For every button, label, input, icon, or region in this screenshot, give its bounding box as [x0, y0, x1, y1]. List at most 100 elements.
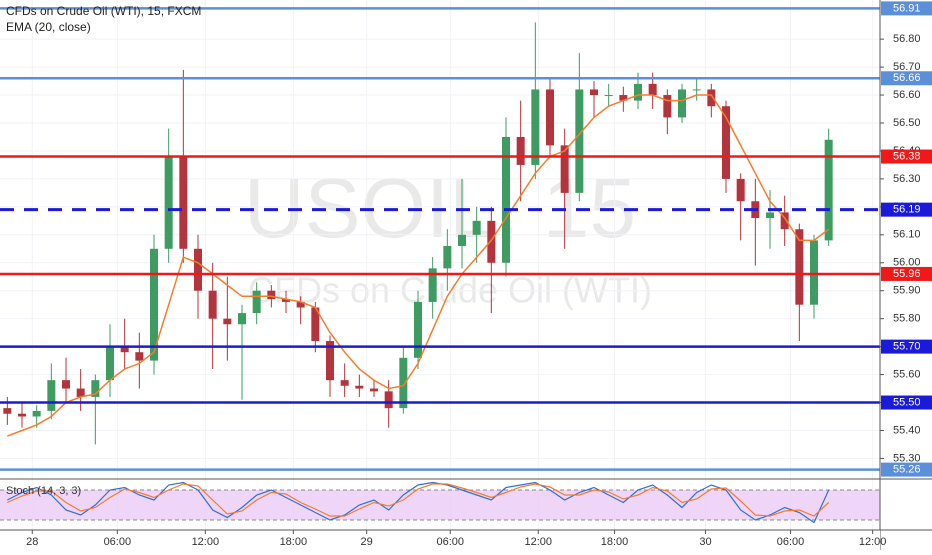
- candle-body: [3, 408, 12, 414]
- candle-body: [370, 388, 378, 392]
- candle-body: [106, 346, 114, 381]
- indicator-label: EMA (20, close): [6, 20, 91, 34]
- y-tick-label: 56.70: [893, 61, 921, 73]
- y-tick-label: 56.80: [893, 33, 921, 45]
- level-label: 56.66: [893, 72, 921, 84]
- candle-body: [604, 95, 613, 97]
- y-tick-label: 56.10: [893, 229, 921, 241]
- x-tick-label: 29: [361, 536, 373, 548]
- candle-body: [810, 240, 818, 305]
- level-label-box: [881, 202, 932, 217]
- candle-body: [282, 299, 290, 302]
- x-tick-label: 06:00: [437, 536, 465, 548]
- level-label: 55.96: [893, 268, 921, 280]
- level-label: 56.91: [893, 2, 921, 14]
- candle-body: [443, 245, 452, 269]
- candle-body: [707, 89, 716, 107]
- candle-body: [722, 106, 730, 179]
- candle-body: [311, 307, 320, 342]
- candle-body: [487, 220, 496, 263]
- y-tick-label: 55.60: [893, 368, 921, 380]
- x-tick-label: 12:00: [525, 536, 553, 548]
- candle-body: [692, 89, 701, 91]
- candle-body: [18, 413, 26, 417]
- candle-body: [135, 352, 144, 361]
- candle-body: [516, 136, 525, 165]
- candle-body: [663, 95, 672, 118]
- candle-body: [399, 357, 408, 409]
- candle-body: [590, 89, 598, 96]
- y-tick-label: 55.80: [893, 313, 921, 325]
- candle-body: [795, 229, 804, 305]
- level-label-box: [881, 339, 932, 354]
- level-label: 55.26: [893, 464, 921, 476]
- ema-line: [7, 94, 830, 437]
- level-label: 55.50: [893, 396, 921, 408]
- x-tick-label: 30: [699, 536, 711, 548]
- y-tick-label: 56.30: [893, 173, 921, 185]
- candle-body: [824, 139, 833, 241]
- y-tick-label: 56.50: [893, 117, 921, 129]
- candle-body: [32, 410, 41, 417]
- candle-body: [62, 380, 70, 389]
- candle-body: [355, 385, 364, 389]
- candle-body: [428, 268, 437, 302]
- candle-body: [575, 89, 584, 193]
- x-tick-label: 06:00: [777, 536, 805, 548]
- candle-body: [648, 83, 657, 96]
- candle-body: [531, 89, 540, 165]
- level-label: 55.70: [893, 341, 921, 353]
- y-tick-label: 56.00: [893, 257, 921, 269]
- candle-body: [120, 346, 129, 353]
- candle-body: [267, 290, 276, 300]
- candle-body: [238, 313, 246, 325]
- candle-body: [150, 248, 158, 361]
- candle-body: [47, 380, 56, 411]
- x-tick-label: 12:00: [859, 536, 887, 548]
- candle-body: [326, 341, 334, 381]
- x-tick-label: 12:00: [192, 536, 220, 548]
- candle-body: [546, 89, 554, 146]
- candle-body: [340, 380, 349, 386]
- candle-body: [472, 220, 481, 235]
- level-label-box: [881, 1, 932, 16]
- stoch-line: [7, 483, 830, 517]
- candle-body: [164, 156, 173, 249]
- level-label-box: [881, 266, 932, 281]
- candle-body: [780, 212, 789, 230]
- y-tick-label: 55.40: [893, 424, 921, 436]
- x-tick-label: 28: [26, 536, 38, 548]
- level-label-box: [881, 395, 932, 410]
- x-tick-label: 18:00: [601, 536, 629, 548]
- candle-body: [384, 391, 393, 409]
- candle-body: [179, 156, 188, 249]
- watermark-group: USOIL, 15 CFDs on Crude Oil (WTI): [244, 161, 652, 310]
- candle-body: [560, 145, 569, 193]
- stoch-line: [7, 481, 830, 524]
- candle-body: [252, 290, 261, 314]
- level-label-box: [881, 71, 932, 86]
- candle-body: [766, 212, 774, 219]
- level-label-box: [881, 149, 932, 164]
- y-tick-label: 56.60: [893, 89, 921, 101]
- level-label: 56.19: [893, 204, 921, 216]
- candle-body: [194, 248, 202, 291]
- candle-body: [502, 136, 510, 263]
- level-label: 56.38: [893, 150, 921, 162]
- candle-body: [414, 301, 422, 358]
- candle-body: [223, 318, 232, 325]
- level-label-box: [881, 462, 932, 477]
- x-tick-label: 18:00: [280, 536, 308, 548]
- candle-body: [736, 178, 745, 202]
- candle-body: [458, 234, 466, 246]
- time-axis: [0, 530, 880, 550]
- candle-body: [678, 89, 686, 118]
- x-tick-label: 06:00: [104, 536, 132, 548]
- candle-body: [91, 380, 100, 397]
- y-tick-label: 55.90: [893, 285, 921, 297]
- candle-body: [76, 388, 85, 397]
- stoch-title: Stoch (14, 3, 3): [6, 485, 81, 497]
- candle-body: [634, 83, 642, 101]
- candle-body: [208, 290, 217, 319]
